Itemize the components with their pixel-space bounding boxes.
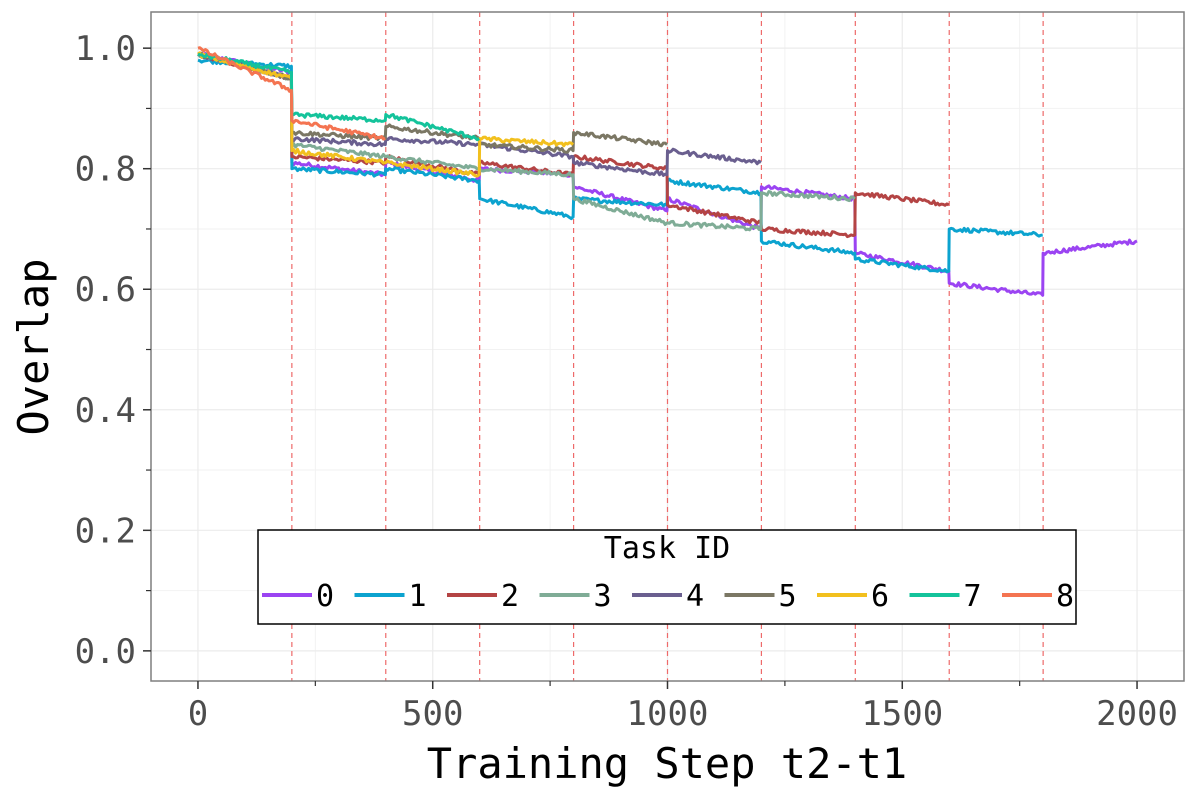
y-tick-label: 1.0 <box>75 29 136 69</box>
legend-label: 0 <box>316 579 334 614</box>
legend-label: 5 <box>779 579 797 614</box>
y-tick-label: 0.2 <box>75 511 136 551</box>
legend-label: 4 <box>686 579 704 614</box>
legend-item-task-0: 0 <box>262 579 334 614</box>
legend-item-task-6: 6 <box>817 579 889 614</box>
legend-label: 8 <box>1056 579 1074 614</box>
x-tick-label: 2000 <box>1096 694 1178 734</box>
axis-ticks: 0 500 1000 1500 2000 0.0 0.2 0.4 0.6 0.8 1.0 <box>75 29 1178 734</box>
legend-box <box>257 529 1077 625</box>
legend-item-task-2: 2 <box>447 579 519 614</box>
legend-item-task-8: 8 <box>1002 579 1074 614</box>
legend-label: 7 <box>964 579 982 614</box>
legend-item-task-1: 1 <box>354 579 427 614</box>
series-line-task-7 <box>197 52 480 142</box>
legend-label: 6 <box>871 579 889 614</box>
legend-label: 1 <box>409 579 427 614</box>
series-line-task-8 <box>197 46 386 141</box>
y-tick-label: 0.0 <box>75 632 136 672</box>
legend-label: 3 <box>594 579 612 614</box>
legend: Task ID 0 1 2 3 4 5 6 7 8 <box>257 529 1077 625</box>
legend-items: 0 1 2 3 4 5 6 7 8 <box>262 579 1074 614</box>
series-line-task-6 <box>197 51 575 178</box>
series-line-task-3 <box>196 52 856 232</box>
series-line-task-1 <box>197 58 1043 274</box>
legend-label: 2 <box>501 579 519 614</box>
y-tick-label: 0.4 <box>75 391 136 431</box>
legend-item-task-7: 7 <box>909 579 982 614</box>
legend-item-task-3: 3 <box>539 579 612 614</box>
x-tick-label: 500 <box>402 694 463 734</box>
series-lines <box>196 46 1138 297</box>
y-axis-title: Overlap <box>9 258 58 435</box>
x-tick-label: 1000 <box>627 694 709 734</box>
y-tick-label: 0.8 <box>75 150 136 190</box>
legend-title: Task ID <box>604 531 730 566</box>
x-tick-label: 0 <box>188 694 208 734</box>
legend-item-task-5: 5 <box>724 579 797 614</box>
x-axis-title: Training Step t2-t1 <box>427 739 907 788</box>
legend-item-task-4: 4 <box>632 579 704 614</box>
series-line-task-2 <box>197 52 950 239</box>
y-tick-label: 0.6 <box>75 270 136 310</box>
x-tick-label: 1500 <box>861 694 943 734</box>
